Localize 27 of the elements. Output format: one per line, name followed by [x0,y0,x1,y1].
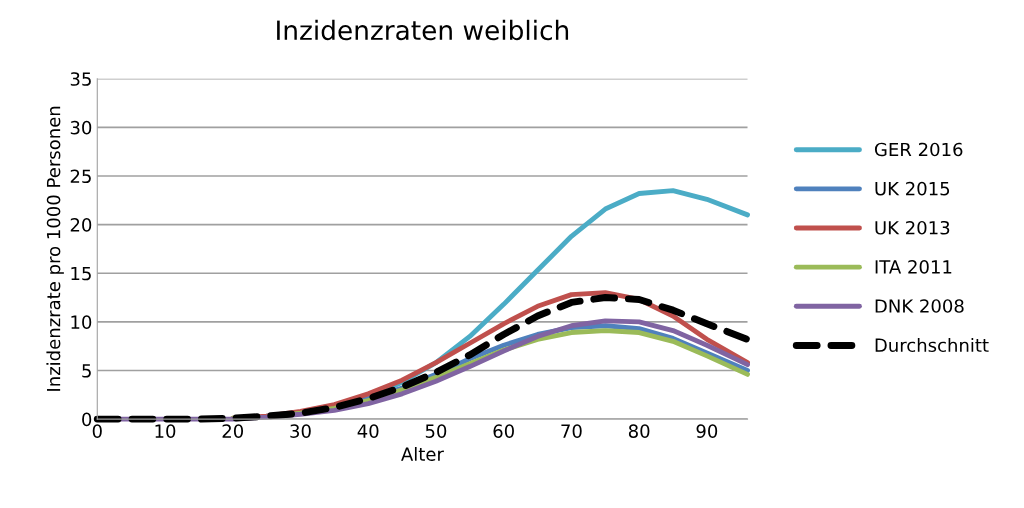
y-tick-label: 20 [70,218,92,232]
x-tick-label: 70 [561,424,582,438]
chart-title: Inzidenzraten weiblich [277,19,569,41]
legend-label: DNK 2008 [875,299,964,313]
y-axis-title: Inzidenzrate pro 1000 Personen [46,106,64,391]
legend-label: ITA 2011 [875,260,952,274]
y-tick-label: 10 [71,315,92,329]
x-tick-label: 40 [357,424,379,438]
x-tick-label: 90 [696,424,718,438]
legend-label: GER 2016 [874,142,963,157]
legend-label: UK 2013 [875,220,950,235]
x-axis-title: Alter [401,446,444,461]
x-tick-label: 30 [290,424,311,438]
legend-label: Durchschnitt [875,338,989,353]
x-tick-label: 0 [92,424,102,438]
y-tick-label: 0 [82,412,92,427]
x-tick-label: 10 [155,424,176,438]
y-tick-label: 25 [70,169,91,184]
x-tick-label: 80 [628,424,650,438]
x-tick-label: 50 [425,424,447,438]
y-tick-label: 30 [70,120,92,135]
y-tick-label: 5 [82,364,91,378]
legend-label: UK 2015 [875,181,950,196]
y-tick-label: 35 [70,72,91,86]
x-tick-label: 20 [222,424,244,438]
y-tick-label: 15 [71,266,91,281]
x-tick-label: 60 [493,424,514,438]
